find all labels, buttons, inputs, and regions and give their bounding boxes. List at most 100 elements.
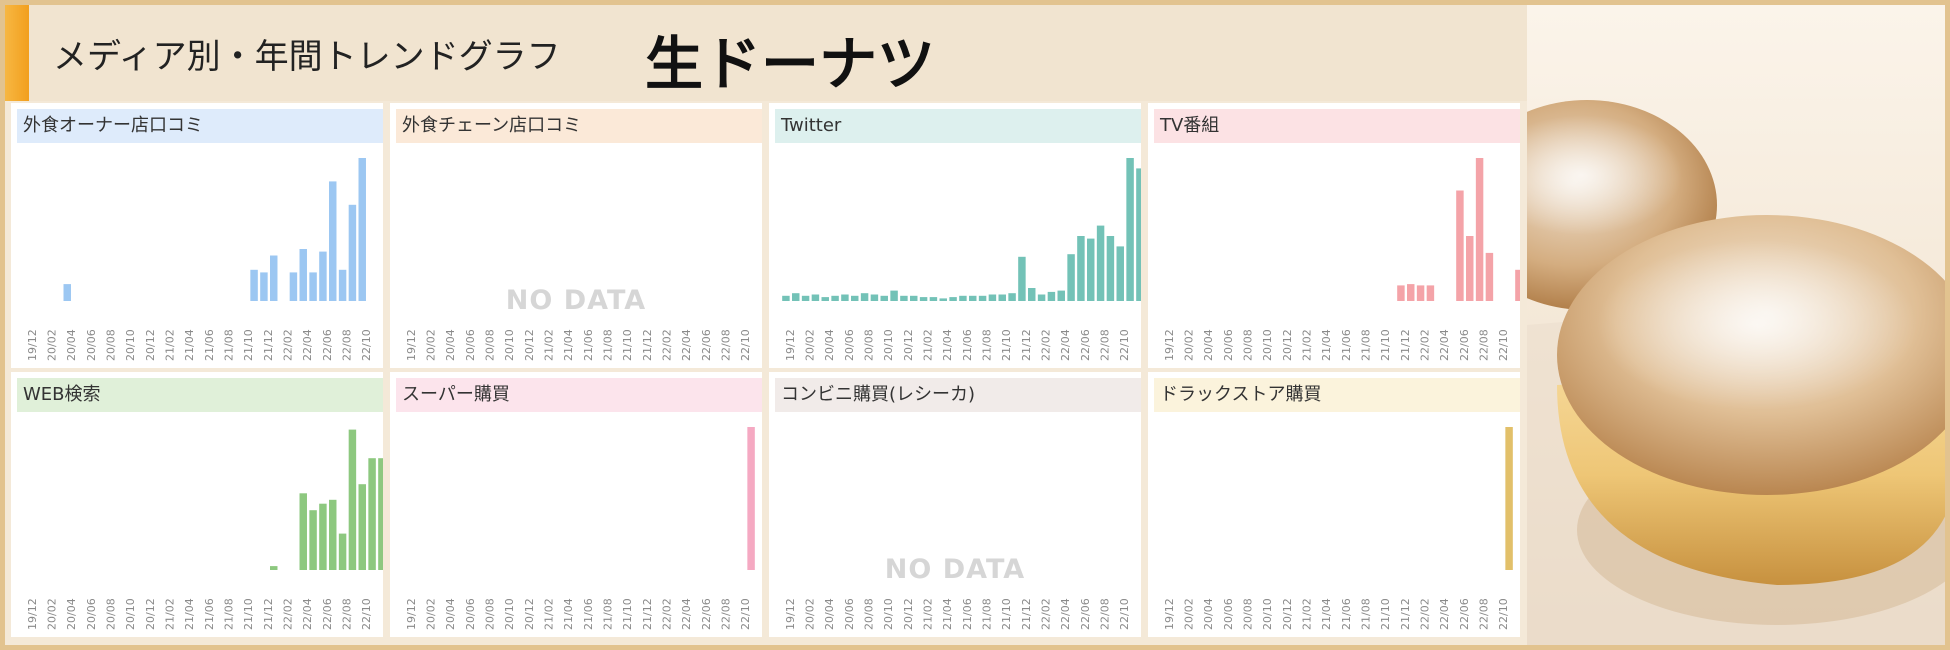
- x-tick-label: 20/10: [124, 598, 137, 630]
- x-tick-label: 20/02: [46, 329, 59, 361]
- bar: [1037, 294, 1046, 301]
- x-tick-label: 21/04: [941, 329, 954, 361]
- x-tick-label: 22/10: [1497, 598, 1510, 630]
- bar: [1087, 238, 1095, 301]
- bar: [1018, 256, 1026, 301]
- bar-chart: 19/12 20/02 20/04 20/06 20/08 20/10 20/12 21/02…: [26, 429, 383, 630]
- header: メディア別・年間トレンドグラフ 生ドーナツ: [5, 5, 1527, 101]
- x-tick-label: 20/10: [124, 329, 137, 361]
- x-tick-label: 20/02: [1183, 329, 1196, 361]
- x-tick-label: 20/06: [464, 329, 477, 361]
- x-tick-label: 22/06: [700, 329, 713, 361]
- x-tick-label: 20/04: [65, 329, 78, 361]
- x-tick-label: 20/10: [503, 598, 516, 630]
- x-tick-label: 22/04: [301, 329, 314, 361]
- x-tick-label: 21/06: [582, 329, 595, 361]
- x-tick-label: 21/08: [223, 329, 236, 361]
- x-tick-label: 22/10: [360, 598, 373, 630]
- x-tick-label: 20/08: [105, 598, 118, 630]
- x-tick-label: 21/10: [242, 329, 255, 361]
- x-tick-label: 21/10: [1000, 329, 1013, 361]
- bar: [929, 297, 938, 301]
- x-tick-label: 20/04: [823, 598, 836, 630]
- x-tick-label: 21/12: [641, 329, 654, 361]
- x-tick-label: 22/10: [739, 598, 752, 630]
- bar: [1475, 158, 1484, 301]
- no-data-label: NO DATA: [505, 285, 647, 316]
- x-tick-label: 22/04: [1438, 598, 1451, 630]
- x-tick-label: 19/12: [26, 598, 39, 630]
- bar-chart: 19/12 20/02 20/04 20/06 20/08 20/10 20/12 21/02…: [26, 158, 373, 361]
- x-tick-label: 21/02: [922, 329, 935, 361]
- bar: [792, 293, 800, 301]
- x-tick-label: 20/06: [843, 329, 856, 361]
- x-tick-label: 22/04: [301, 598, 314, 630]
- x-tick-label: 22/02: [1419, 329, 1432, 361]
- x-tick-label: 21/06: [203, 329, 216, 361]
- bar: [949, 297, 957, 301]
- x-tick-label: 21/10: [621, 598, 634, 630]
- bar: [368, 458, 376, 570]
- x-tick-label: 20/08: [484, 598, 497, 630]
- x-tick-label: 20/06: [1222, 598, 1235, 630]
- bar: [988, 294, 997, 301]
- x-tick-label: 22/06: [700, 598, 713, 630]
- x-tick-label: 21/08: [981, 598, 994, 630]
- bar: [289, 272, 298, 301]
- x-tick-label: 20/12: [902, 329, 915, 361]
- bar: [1116, 246, 1124, 301]
- x-tick-label: 19/12: [1163, 329, 1176, 361]
- x-tick-label: 21/08: [1360, 329, 1373, 361]
- x-tick-label: 20/04: [823, 329, 836, 361]
- bar: [1407, 284, 1415, 301]
- page-subtitle: メディア別・年間トレンドグラフ: [53, 37, 561, 77]
- chart-panel: WEB検索 19/12 20/02 20/04 20/06 20/08 20/10 20/12…: [11, 372, 383, 637]
- chart-panel: 外食チェーン店口コミ 19/12 20/02 20/04 20/06 20/08 20/10…: [390, 103, 762, 368]
- chart-panel: 外食オーナー店口コミ 19/12 20/02 20/04 20/06 20/08 20/10…: [11, 103, 383, 368]
- x-tick-label: 21/08: [981, 329, 994, 361]
- x-tick-label: 20/02: [804, 329, 817, 361]
- bar: [1505, 427, 1513, 570]
- x-tick-label: 20/08: [484, 329, 497, 361]
- bar: [319, 251, 327, 301]
- x-tick-label: 21/02: [164, 598, 177, 630]
- x-tick-label: 21/10: [621, 329, 634, 361]
- bar: [1485, 252, 1494, 301]
- x-tick-label: 22/10: [1118, 598, 1131, 630]
- x-tick-label: 21/06: [582, 598, 595, 630]
- x-tick-label: 20/10: [882, 329, 895, 361]
- bar: [329, 181, 337, 301]
- x-tick-label: 22/08: [1099, 598, 1112, 630]
- x-tick-label: 20/10: [882, 598, 895, 630]
- bar: [319, 503, 327, 570]
- x-tick-label: 19/12: [405, 598, 418, 630]
- bar: [1515, 269, 1520, 301]
- bar: [851, 295, 859, 301]
- bar: [1106, 236, 1115, 301]
- x-tick-label: 22/06: [321, 329, 334, 361]
- x-tick-label: 21/08: [1360, 598, 1373, 630]
- x-tick-label: 20/08: [863, 598, 876, 630]
- bar: [939, 298, 947, 301]
- bar: [309, 272, 317, 301]
- bar: [978, 295, 987, 301]
- x-tick-label: 20/04: [444, 598, 457, 630]
- chart-title: ドラックストア購買: [1154, 378, 1520, 412]
- x-tick-label: 22/08: [720, 598, 733, 630]
- bar: [1466, 236, 1474, 301]
- donut-photo: [1527, 5, 1945, 645]
- x-tick-label: 20/12: [1281, 598, 1294, 630]
- chart-title: WEB検索: [17, 378, 383, 412]
- x-tick-label: 19/12: [784, 598, 797, 630]
- bar-chart: 19/12 20/02 20/04 20/06 20/08 20/10 20/12 21/02…: [405, 427, 755, 630]
- x-tick-label: 20/12: [523, 598, 536, 630]
- x-tick-label: 20/08: [1242, 598, 1255, 630]
- x-tick-label: 21/10: [242, 598, 255, 630]
- x-tick-label: 22/02: [282, 598, 295, 630]
- x-tick-label: 21/12: [1399, 598, 1412, 630]
- bar: [1057, 290, 1065, 301]
- bar: [998, 294, 1006, 301]
- bar: [1067, 254, 1075, 301]
- x-tick-label: 22/06: [1079, 329, 1092, 361]
- x-tick-label: 21/02: [543, 598, 556, 630]
